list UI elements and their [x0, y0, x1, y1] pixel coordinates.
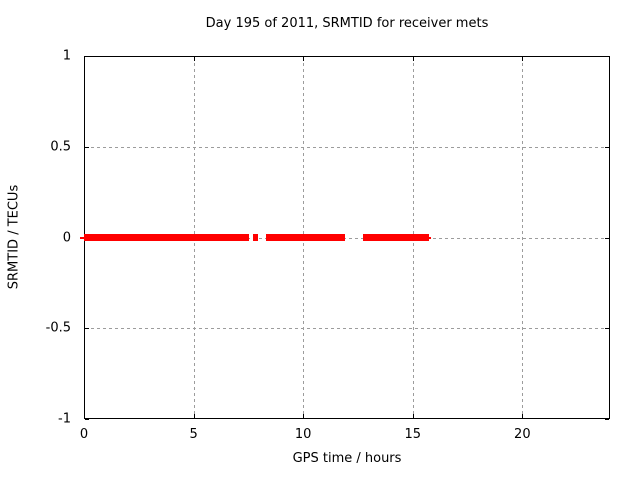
- x-tick-mark-top: [412, 57, 414, 61]
- x-tick-mark-top: [522, 57, 524, 61]
- y-tick-mark: [85, 146, 89, 148]
- x-tick-mark-top: [193, 57, 195, 61]
- x-tick-mark: [193, 414, 195, 418]
- x-tick-label: 0: [79, 427, 89, 442]
- data-segment: [363, 234, 430, 241]
- y-tick-label: 0: [62, 230, 71, 245]
- y-tick-label: 1: [62, 48, 71, 64]
- chart-title: Day 195 of 2011, SRMTID for receiver met…: [205, 16, 489, 31]
- plot-area: [79, 56, 610, 420]
- data-segment-thin: [79, 236, 86, 239]
- x-tick-mark-top: [303, 57, 305, 61]
- y-tick-label: -0.5: [45, 320, 71, 336]
- gridline-horizontal: [85, 328, 609, 330]
- gridline-horizontal: [85, 146, 609, 148]
- x-tick-mark-top: [84, 57, 85, 61]
- y-tick-mark-right: [605, 146, 609, 148]
- y-tick-mark-right: [605, 328, 609, 330]
- x-tick-label: 20: [514, 427, 531, 442]
- data-segment: [84, 234, 250, 241]
- x-tick-mark: [303, 414, 305, 418]
- y-tick-mark-right: [605, 237, 609, 239]
- data-segment: [252, 234, 259, 241]
- data-segment: [265, 234, 345, 241]
- x-tick-mark: [412, 414, 414, 418]
- x-tick-label: 15: [404, 427, 422, 442]
- x-axis-label: GPS time / hours: [292, 451, 402, 466]
- y-tick-mark: [85, 56, 89, 57]
- x-tick-label: 10: [294, 427, 312, 442]
- data-segment-thin: [428, 236, 432, 239]
- x-tick-mark: [84, 414, 85, 418]
- y-tick-label: 0.5: [50, 139, 71, 155]
- y-tick-mark: [85, 328, 89, 330]
- y-tick-label: -1: [58, 411, 71, 427]
- y-tick-mark-right: [605, 56, 609, 57]
- gridline-horizontal: [85, 237, 609, 239]
- y-tick-mark-right: [605, 419, 609, 420]
- y-tick-mark: [85, 419, 89, 420]
- x-tick-mark: [522, 414, 524, 418]
- x-tick-label: 5: [189, 427, 198, 442]
